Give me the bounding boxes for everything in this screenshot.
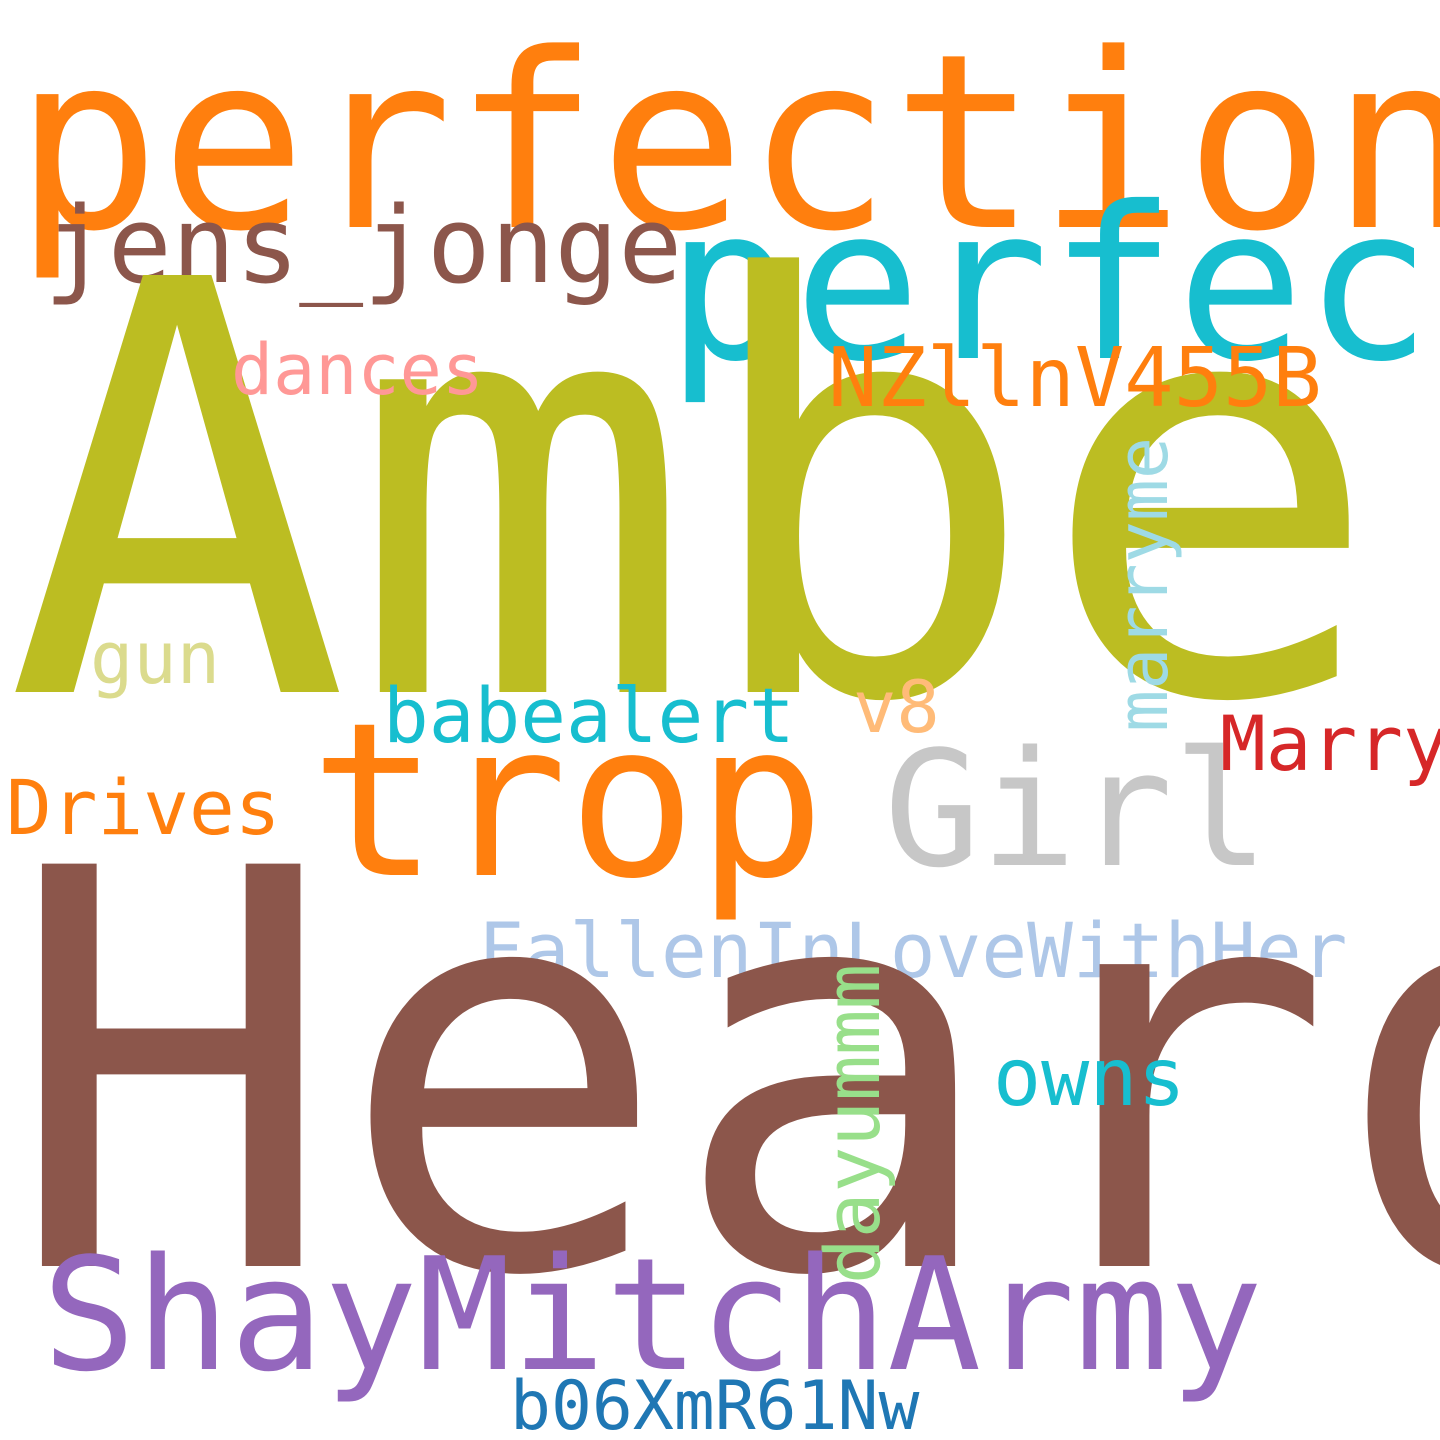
word-owns: owns [993,1031,1186,1124]
word-nzllnv455b: NZllnV455B [828,331,1322,426]
word-v8: v8 [853,665,940,749]
word-gun: gun [90,616,221,700]
word-trop: trop [310,677,826,926]
word-marryme: marryme [1102,436,1184,732]
word-b06xmr61nw: b06XmR61Nw [510,1367,920,1440]
word-shaymitcharmy: ShayMitchArmy [42,1224,1263,1406]
word-marry: Marry [1220,699,1440,788]
word-perfect: perfect [666,161,1440,408]
word-perfection: perfection [14,2,1440,285]
word-dances: dances [231,329,484,411]
word-heard: Heard [5,755,1440,1397]
word-amber: Amber [5,161,1440,827]
word-girl: Girl [884,716,1270,903]
word-fallen-in-love-with-her: FallenInLoveWithHer [478,906,1348,995]
word-babealert: babealert [383,671,795,760]
word-drives: Drives [6,763,281,852]
word-jens-jonge: jens_jonge [44,184,683,307]
